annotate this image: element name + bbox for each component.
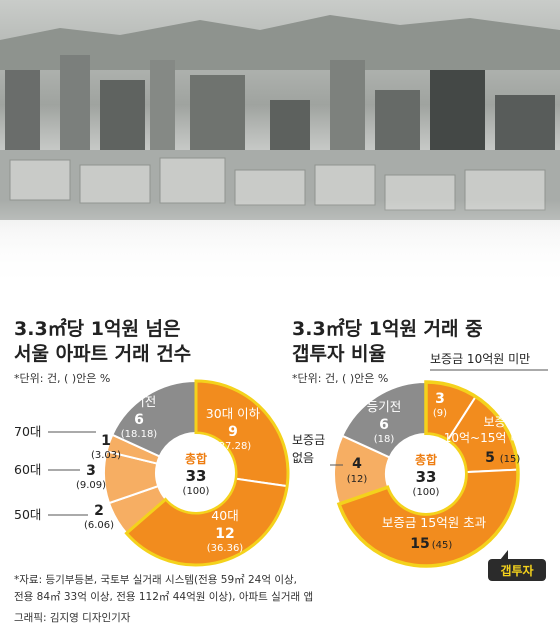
left-unit-note: *단위: 건, ( )안은 %: [14, 372, 111, 385]
left-value-3: 3: [86, 463, 96, 479]
left-pct-4: (3.03): [91, 450, 121, 461]
right-slice-4: [340, 380, 427, 459]
right-unit-note: *단위: 건, ( )안은 %: [292, 372, 389, 385]
left-value-0: 9: [228, 424, 238, 440]
gap-callout-box: [488, 559, 546, 581]
right-pct-0: (9): [433, 408, 447, 419]
right-total-value: 33: [416, 468, 437, 486]
right-title-line2: 갭투자 비율: [292, 343, 387, 365]
right-title: 3.3㎡당 1억원 거래 중 갭투자 비율: [292, 317, 483, 367]
right-value-1: 5: [485, 450, 495, 466]
left-pct-2: (6.06): [84, 520, 114, 531]
right-total-pct: (100): [413, 487, 440, 498]
left-outside-label-50: 50대: [14, 507, 41, 522]
left-center-hole: [157, 434, 235, 512]
left-pct-5: (18.18): [121, 429, 158, 440]
left-title-line1: 3.3㎡당 1억원 넘은: [14, 318, 181, 340]
right-pct-4: (18): [374, 434, 395, 445]
left-title: 3.3㎡당 1억원 넘은 서울 아파트 거래 건수: [14, 317, 191, 367]
right-title-line1: 3.3㎡당 1억원 거래 중: [292, 318, 483, 340]
left-pct-0: (27.28): [215, 441, 252, 452]
right-value-4: 6: [379, 417, 389, 433]
left-outside-label-70: 70대: [14, 424, 41, 439]
source-note-line2: 전용 84㎡ 33억 이상, 전용 112㎡ 44억원 이상), 아파트 실거래…: [14, 591, 314, 603]
left-label-0: 30대 이하: [206, 406, 261, 421]
right-label-2: 보증금 15억원 초과: [382, 515, 487, 530]
right-value-3: 4: [352, 456, 362, 472]
gap-callout-pointer: [500, 550, 508, 560]
left-total-pct: (100): [183, 486, 210, 497]
gap-callout-label: 갭투자: [500, 563, 533, 578]
left-total-label: 총합: [185, 451, 207, 466]
left-title-line2: 서울 아파트 거래 건수: [14, 343, 192, 365]
left-slice-5: [110, 379, 197, 458]
pie-chart-apartment-deals-by-age: 30대 이하 9(27.28) 40대 12(36.36) 2(6.06) 3(9.09)…: [14, 379, 290, 567]
right-outside-label-0: 보증금 10억원 미만: [430, 352, 530, 366]
right-center-hole: [387, 435, 465, 513]
right-value-2: 15: [410, 536, 429, 552]
annotations: 갭투자: [488, 550, 546, 581]
right-total-label: 총합: [415, 452, 437, 467]
left-value-1: 12: [215, 526, 234, 542]
left-total-value: 33: [186, 467, 207, 485]
left-label-1: 40대: [211, 508, 238, 523]
left-highlight-outline: [124, 379, 290, 567]
city-apartments-photo: [0, 0, 560, 300]
left-value-2: 2: [94, 503, 104, 519]
right-label-1b: 10억~15억 미만: [444, 431, 533, 445]
right-value-0: 3: [435, 391, 445, 407]
left-value-5: 6: [134, 412, 144, 428]
right-label-1a: 보증금: [483, 415, 516, 429]
left-pct-3: (9.09): [76, 480, 106, 491]
right-label-4: 등기전: [367, 399, 402, 414]
left-label-5: 등기전: [122, 394, 157, 409]
right-pct-2: (45): [432, 540, 453, 551]
right-outside-label-3a: 보증금: [292, 433, 325, 447]
left-pct-1: (36.36): [207, 543, 244, 554]
right-pct-1: (15): [500, 454, 521, 465]
left-outside-label-60: 60대: [14, 462, 41, 477]
source-note-line1: *자료: 등기부등본, 국토부 실거래 시스템(전용 59㎡ 24억 이상,: [14, 574, 298, 586]
right-highlight-outline: [336, 380, 520, 568]
left-value-4: 1: [101, 433, 111, 449]
right-pct-3: (12): [347, 474, 368, 485]
right-outside-label-3b: 없음: [292, 451, 314, 465]
credit-note: 그래픽: 김지영 디자인기자: [14, 612, 131, 624]
